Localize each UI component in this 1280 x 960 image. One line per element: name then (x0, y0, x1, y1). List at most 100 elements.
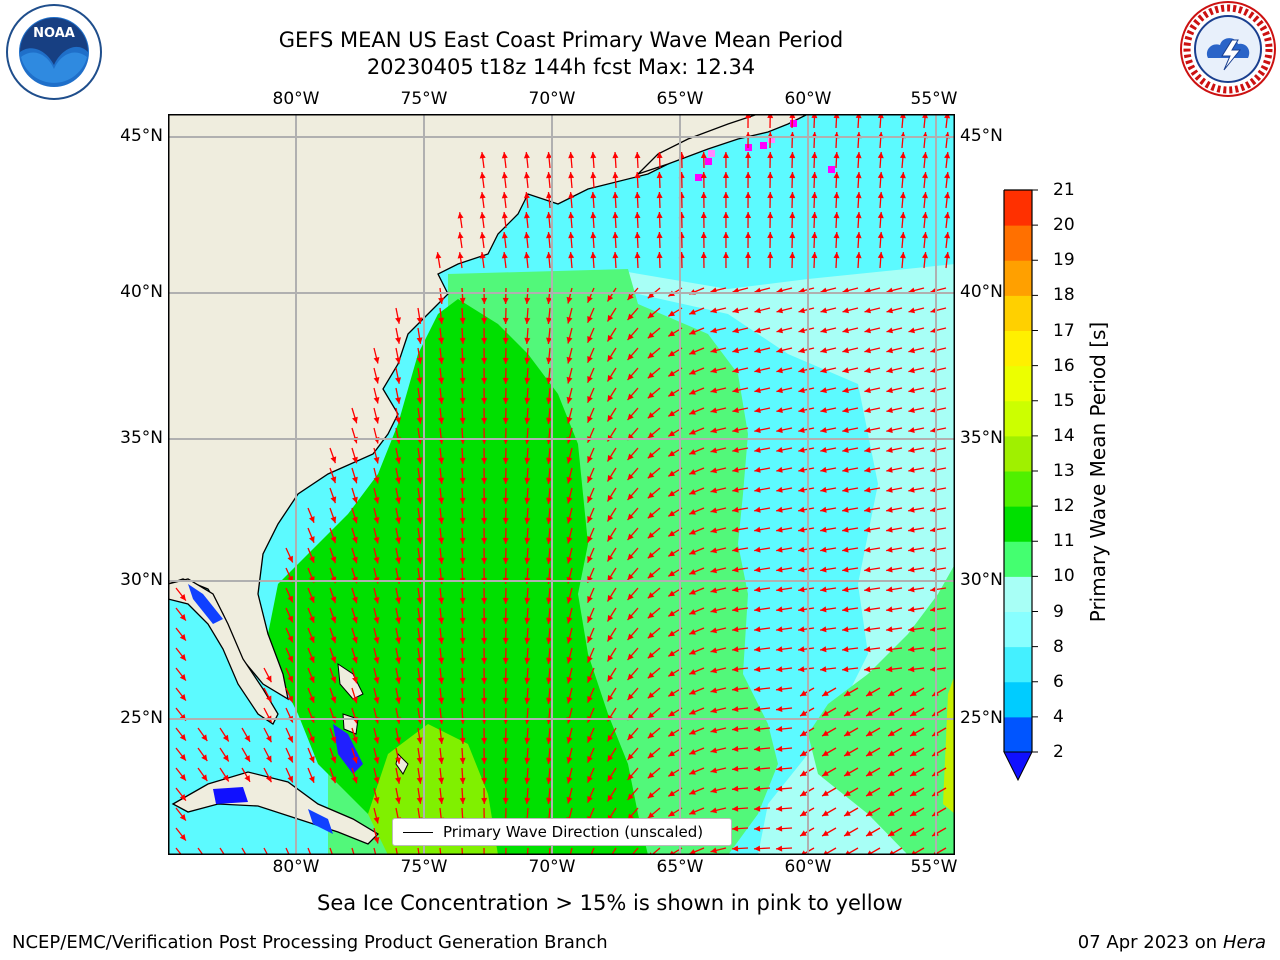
wave-arrow (439, 847, 442, 855)
wave-arrow-head (908, 486, 915, 493)
wave-arrow-head (888, 730, 895, 736)
wave-arrow-head (754, 825, 761, 832)
wave-arrow-head (352, 416, 358, 424)
wave-arrow-head (287, 695, 293, 703)
wave-arrow-head (732, 526, 739, 533)
wave-arrow-head (287, 635, 293, 643)
wave-arrow-head (776, 785, 783, 792)
wave-arrow-head (524, 697, 531, 704)
wave-arrow-head (908, 626, 915, 633)
wave-arrow-head (459, 417, 466, 424)
wave-arrow-head (855, 212, 862, 219)
wave-arrow-head (587, 296, 593, 303)
wave-arrow-head (842, 646, 849, 653)
wave-arrow-head (820, 646, 827, 653)
wave-arrow-head (864, 407, 871, 413)
wave-arrow-head (800, 790, 807, 796)
wave-arrow-head (754, 486, 761, 493)
wave-arrow-head (309, 736, 315, 743)
wave-arrow-head (710, 787, 717, 794)
wave-arrow-head (776, 805, 783, 812)
lat-tick-label: 25°N (960, 708, 1003, 728)
wave-arrow-head (910, 690, 917, 696)
wave-arrow-head (656, 232, 663, 239)
low-period-florida-straits (188, 584, 223, 624)
wave-arrow-head (330, 776, 337, 784)
wave-arrow-head (886, 606, 893, 613)
wave-arrow-head (502, 497, 509, 504)
wave-arrow-head (373, 477, 380, 484)
wave-arrow-head (523, 232, 530, 239)
wave-arrow-head (627, 553, 634, 561)
wave-arrow-head (352, 556, 358, 564)
wave-arrow-head (647, 712, 655, 719)
wave-arrow-head (820, 586, 827, 593)
wave-arrow-head (886, 407, 893, 413)
wave-arrow-head (689, 769, 696, 775)
wave-arrow-head (647, 452, 655, 459)
wave-arrow-head (524, 637, 531, 644)
wave-arrow-head (732, 546, 739, 553)
wave-arrow-head (330, 616, 337, 624)
wave-arrow-head (416, 457, 423, 464)
wave-arrow-head (459, 517, 466, 524)
wave-arrow-head (568, 212, 575, 219)
wave-arrow-head (395, 557, 401, 564)
wave-arrow-head (459, 477, 466, 484)
wave-arrow-head (842, 287, 850, 294)
wave-arrow-head (590, 152, 597, 159)
wave-arrow-head (587, 756, 593, 763)
wave-arrow-head (864, 666, 871, 673)
wave-arrow-head (877, 172, 884, 179)
wave-arrow-head (899, 192, 906, 199)
wave-arrow-head (700, 172, 707, 178)
wave-arrow-head (607, 534, 614, 542)
wave-arrow-head (908, 447, 915, 453)
wave-arrow-head (689, 589, 696, 595)
wave-arrow-head (899, 232, 906, 239)
wave-arrow-head (502, 777, 509, 784)
wave-arrow-head (566, 556, 573, 564)
wave-arrow-head (855, 192, 862, 199)
wave-arrow-head (627, 653, 634, 661)
wave-arrow-head (607, 374, 614, 382)
wave-arrow-head (866, 810, 873, 816)
wave-arrow-head (866, 750, 873, 756)
lat-tick-label: 40°N (120, 282, 163, 302)
wave-arrow-head (438, 477, 445, 484)
wave-arrow-head (179, 794, 186, 801)
wave-arrow-head (179, 634, 186, 641)
wave-arrow-head (438, 417, 445, 424)
wave-arrow-head (710, 487, 717, 494)
wave-arrow-head (373, 737, 380, 744)
wave-arrow-head (309, 596, 315, 603)
wave-arrow-head (395, 517, 401, 524)
wave-arrow-head (833, 152, 840, 159)
wave-arrow-head (330, 636, 337, 644)
wave-arrow-head (607, 754, 614, 762)
wave-arrow-head (908, 526, 915, 533)
wave-arrow-head (201, 754, 208, 761)
wave-arrow-head (866, 690, 873, 696)
bahamas-islands (337, 662, 409, 775)
colorbar-tick-label: 14 (1053, 425, 1075, 446)
wave-arrow-head (732, 327, 739, 334)
wave-arrow-head (590, 232, 597, 239)
wave-arrow-head (244, 735, 250, 742)
wave-arrow-head (668, 470, 675, 477)
wave-arrow-head (798, 586, 805, 593)
wave-arrow-head (502, 737, 509, 744)
wave-arrow-head (754, 447, 761, 453)
wave-arrow-head (647, 612, 655, 619)
wave-arrow-head (754, 706, 761, 712)
wave-arrow-head (700, 192, 707, 198)
wave-arrow-head (479, 192, 486, 199)
wave-arrow-head (566, 356, 573, 364)
wave-arrow-head (776, 586, 783, 593)
wave-arrow-head (910, 730, 917, 736)
period-9-10-east-region (808, 564, 955, 855)
wave-arrow-head (524, 737, 531, 744)
wave-arrow-head (842, 506, 849, 513)
colorbar-segment (1004, 330, 1032, 367)
wave-arrow-head (798, 347, 805, 354)
